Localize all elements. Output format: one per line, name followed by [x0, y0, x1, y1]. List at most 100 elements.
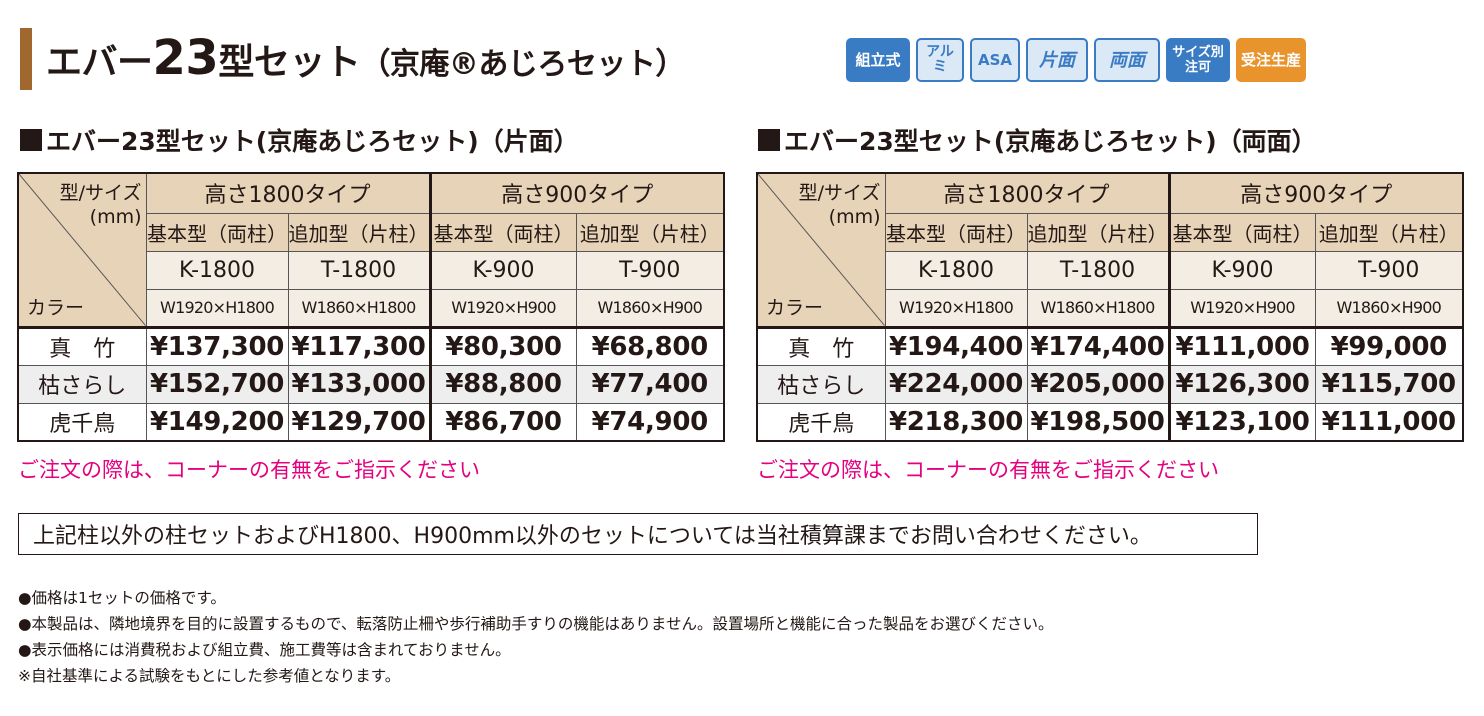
table-title-single: エバー23型セット(京庵あじろセット)（片面） — [20, 122, 579, 158]
price-cell: ¥224,000 — [884, 364, 1028, 404]
table-row: 虎千鳥 ¥218,300 ¥198,500 ¥123,100 ¥111,000 — [756, 402, 1464, 442]
model-code: T-900 — [1314, 250, 1464, 290]
footnote: ※自社基準による試験をもとにした参考値となります。 — [18, 667, 401, 685]
table-row: 真 竹 ¥137,300 ¥117,300 ¥80,300 ¥68,800 — [17, 325, 725, 366]
color-name: 枯さらし — [756, 364, 886, 404]
price-table-double: 型/サイズ (mm) カラー 高さ1800タイプ 高さ900タイプ 基本型（両柱… — [756, 172, 1464, 442]
price-cell: ¥198,500 — [1026, 402, 1170, 442]
price-cell: ¥137,300 — [145, 325, 289, 366]
price-cell: ¥99,000 — [1314, 325, 1464, 366]
price-cell: ¥129,700 — [287, 402, 431, 442]
model-code: T-1800 — [287, 250, 431, 290]
footnote: ●表示価格には消費税および組立費、施工費等は含まれておりません。 — [18, 641, 511, 659]
inquiry-notice-text: 上記柱以外の柱セットおよびH1800、H900mm以外のセットについては当社積算… — [33, 524, 1152, 549]
table-corner-header: 型/サイズ (mm) カラー — [756, 172, 886, 328]
footnote: ●本製品は、隣地境界を目的に設置するもので、転落防止柵や歩行補助手すりの機能はあ… — [18, 615, 1054, 633]
type-header: 追加型（片柱） — [287, 212, 431, 252]
color-name: 虎千鳥 — [17, 402, 147, 442]
color-name: 真 竹 — [756, 325, 886, 366]
table-row: 虎千鳥 ¥149,200 ¥129,700 ¥86,700 ¥74,900 — [17, 402, 725, 442]
price-cell: ¥74,900 — [575, 402, 725, 442]
type-header: 基本型（両柱） — [884, 212, 1028, 252]
table-row: 枯さらし ¥152,700 ¥133,000 ¥88,800 ¥77,400 — [17, 364, 725, 404]
type-header: 基本型（両柱） — [1167, 212, 1316, 252]
group-header-900: 高さ900タイプ — [428, 172, 725, 214]
corner-label-color: カラー — [766, 296, 824, 319]
price-cell: ¥133,000 — [287, 364, 431, 404]
corner-label-unit: (mm) — [89, 206, 142, 228]
group-header-1800: 高さ1800タイプ — [884, 172, 1170, 214]
price-cell: ¥77,400 — [575, 364, 725, 404]
price-cell: ¥68,800 — [575, 325, 725, 366]
corner-label-unit: (mm) — [828, 206, 881, 228]
price-cell: ¥123,100 — [1167, 402, 1316, 442]
color-name: 真 竹 — [17, 325, 147, 366]
model-code: K-900 — [428, 250, 577, 290]
title-accent-bar — [20, 28, 32, 90]
color-name: 虎千鳥 — [756, 402, 886, 442]
table-row: 真 竹 ¥194,400 ¥174,400 ¥111,000 ¥99,000 — [756, 325, 1464, 366]
price-cell: ¥80,300 — [428, 325, 577, 366]
assembly-badge: 組立式 — [846, 38, 910, 82]
dimension-cell: W1920×H1800 — [884, 288, 1028, 328]
diagonal-line — [19, 174, 145, 326]
dimension-cell: W1920×H1800 — [145, 288, 289, 328]
price-cell: ¥115,700 — [1314, 364, 1464, 404]
square-bullet-icon — [20, 129, 42, 151]
price-cell: ¥174,400 — [1026, 325, 1170, 366]
diagonal-line — [758, 174, 884, 326]
price-cell: ¥194,400 — [884, 325, 1028, 366]
price-cell: ¥205,000 — [1026, 364, 1170, 404]
type-header: 基本型（両柱） — [428, 212, 577, 252]
square-bullet-icon — [758, 129, 780, 151]
model-code: T-1800 — [1026, 250, 1170, 290]
corner-order-note: ご注文の際は、コーナーの有無をご指示ください — [757, 458, 1219, 482]
type-header: 追加型（片柱） — [1026, 212, 1170, 252]
corner-order-note: ご注文の際は、コーナーの有無をご指示ください — [18, 458, 480, 482]
table-title-double: エバー23型セット(京庵あじろセット)（両面） — [758, 122, 1317, 158]
title-main: 型セット — [218, 42, 361, 83]
title-prefix: エバー — [46, 42, 153, 83]
feature-badges: 組立式 アルミ ASA 片面 両面 サイズ別注可 受注生産 — [846, 38, 1306, 82]
dimension-cell: W1920×H900 — [428, 288, 577, 328]
price-cell: ¥149,200 — [145, 402, 289, 442]
group-header-900: 高さ900タイプ — [1167, 172, 1464, 214]
dimension-cell: W1860×H900 — [1314, 288, 1464, 328]
price-cell: ¥218,300 — [884, 402, 1028, 442]
title-subtitle: （京庵®あじろセット） — [360, 47, 685, 82]
section-title-text: エバー23型セット(京庵あじろセット)（片面） — [46, 127, 579, 156]
price-cell: ¥117,300 — [287, 325, 431, 366]
table-row: 枯さらし ¥224,000 ¥205,000 ¥126,300 ¥115,700 — [756, 364, 1464, 404]
asa-badge: ASA — [970, 38, 1020, 82]
model-code: T-900 — [575, 250, 725, 290]
corner-label-type-size: 型/サイズ — [798, 182, 881, 204]
aluminum-badge: アルミ — [916, 38, 964, 82]
price-cell: ¥111,000 — [1167, 325, 1316, 366]
corner-label-type-size: 型/サイズ — [59, 182, 142, 204]
group-header-1800: 高さ1800タイプ — [145, 172, 431, 214]
price-cell: ¥86,700 — [428, 402, 577, 442]
inquiry-notice-box: 上記柱以外の柱セットおよびH1800、H900mm以外のセットについては当社積算… — [18, 513, 1258, 555]
page-title: エバー23型セット（京庵®あじろセット） — [46, 30, 685, 86]
dimension-cell: W1860×H900 — [575, 288, 725, 328]
model-code: K-1800 — [884, 250, 1028, 290]
single-side-badge: 片面 — [1026, 38, 1088, 82]
color-name: 枯さらし — [17, 364, 147, 404]
made-to-order-badge: 受注生産 — [1236, 38, 1306, 82]
dimension-cell: W1920×H900 — [1167, 288, 1316, 328]
custom-size-badge: サイズ別注可 — [1166, 38, 1230, 82]
section-title-text: エバー23型セット(京庵あじろセット)（両面） — [784, 127, 1317, 156]
double-side-badge: 両面 — [1094, 38, 1160, 82]
corner-label-color: カラー — [27, 296, 85, 319]
price-cell: ¥126,300 — [1167, 364, 1316, 404]
model-code: K-900 — [1167, 250, 1316, 290]
price-cell: ¥111,000 — [1314, 402, 1464, 442]
type-header: 基本型（両柱） — [145, 212, 289, 252]
price-table-single: 型/サイズ (mm) カラー 高さ1800タイプ 高さ900タイプ 基本型（両柱… — [17, 172, 725, 442]
price-cell: ¥152,700 — [145, 364, 289, 404]
footnote: ●価格は1セットの価格です。 — [18, 589, 226, 607]
dimension-cell: W1860×H1800 — [1026, 288, 1170, 328]
footnotes: ●価格は1セットの価格です。 ●本製品は、隣地境界を目的に設置するもので、転落防… — [18, 585, 1053, 689]
model-code: K-1800 — [145, 250, 289, 290]
type-header: 追加型（片柱） — [1314, 212, 1464, 252]
